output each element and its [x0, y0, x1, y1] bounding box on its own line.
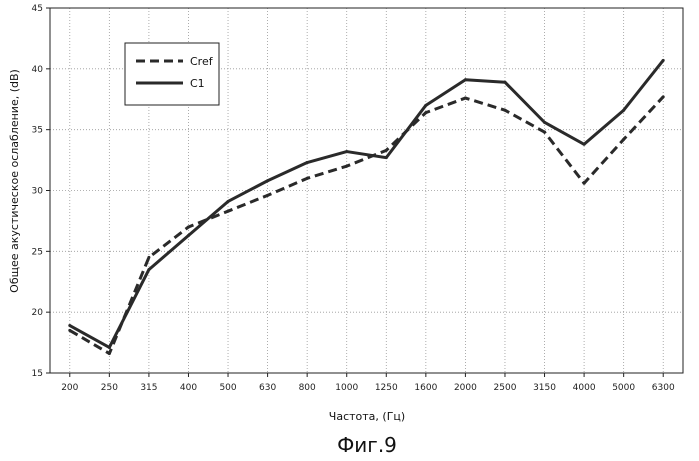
data-point-cref	[583, 182, 586, 185]
x-tick-label: 5000	[612, 383, 635, 393]
figure-caption: Фиг.9	[337, 433, 397, 457]
y-tick-label: 15	[32, 369, 43, 379]
data-point-c1	[622, 109, 625, 112]
x-tick-label: 400	[180, 383, 197, 393]
x-tick-label: 3150	[533, 383, 556, 393]
y-tick-label: 45	[32, 4, 43, 14]
data-point-cref	[68, 329, 71, 332]
data-point-c1	[385, 156, 388, 159]
y-tick-label: 30	[32, 187, 44, 197]
data-point-c1	[464, 78, 467, 81]
data-point-cref	[464, 97, 467, 100]
data-point-cref	[622, 138, 625, 141]
legend-label-c1: C1	[190, 77, 205, 90]
data-point-cref	[345, 165, 348, 168]
data-point-cref	[108, 352, 111, 355]
data-point-c1	[345, 150, 348, 153]
data-point-cref	[662, 95, 665, 98]
series-line-cref	[70, 97, 663, 354]
data-point-c1	[306, 161, 309, 164]
data-point-c1	[68, 324, 71, 327]
x-tick-label: 315	[140, 383, 157, 393]
x-tick-label: 6300	[652, 383, 675, 393]
data-point-c1	[543, 121, 546, 124]
data-point-cref	[147, 256, 150, 259]
data-point-c1	[583, 143, 586, 146]
data-point-cref	[306, 177, 309, 180]
x-tick-label: 250	[101, 383, 118, 393]
y-axis-title: Общее акустическое ослабление, (dB)	[8, 69, 21, 293]
data-point-c1	[662, 59, 665, 62]
legend-box	[125, 43, 219, 105]
data-point-c1	[187, 234, 190, 237]
legend-label-cref: Cref	[190, 55, 214, 68]
data-point-cref	[227, 210, 230, 213]
x-tick-label: 1250	[375, 383, 398, 393]
y-tick-label: 35	[32, 126, 43, 136]
x-tick-label: 2000	[454, 383, 477, 393]
x-tick-label: 800	[299, 383, 316, 393]
y-tick-label: 40	[32, 65, 44, 75]
data-point-c1	[424, 104, 427, 107]
data-point-cref	[424, 111, 427, 114]
data-point-cref	[187, 226, 190, 229]
data-point-cref	[503, 109, 506, 112]
data-point-c1	[147, 268, 150, 271]
y-axis-ticks: 15 20 25 30 35 40 45	[32, 4, 50, 379]
data-point-c1	[108, 346, 111, 349]
x-tick-label: 1600	[414, 383, 437, 393]
x-tick-label: 4000	[573, 383, 596, 393]
x-tick-label: 500	[219, 383, 236, 393]
data-point-cref	[543, 131, 546, 134]
y-tick-label: 20	[32, 308, 44, 318]
data-point-c1	[227, 200, 230, 203]
data-point-c1	[266, 179, 269, 182]
legend: Cref C1	[125, 43, 219, 105]
x-tick-label: 1000	[335, 383, 358, 393]
data-point-cref	[385, 149, 388, 152]
x-tick-label: 2500	[494, 383, 517, 393]
x-axis-title: Частота, (Гц)	[329, 410, 405, 423]
y-tick-label: 25	[32, 247, 43, 257]
x-axis-ticks: 200 250 315 400 500 630 800 1000 1250 1600 2000 250…	[61, 373, 675, 393]
x-tick-label: 630	[259, 383, 276, 393]
data-point-c1	[503, 81, 506, 84]
data-point-cref	[266, 194, 269, 197]
x-tick-label: 200	[61, 383, 78, 393]
